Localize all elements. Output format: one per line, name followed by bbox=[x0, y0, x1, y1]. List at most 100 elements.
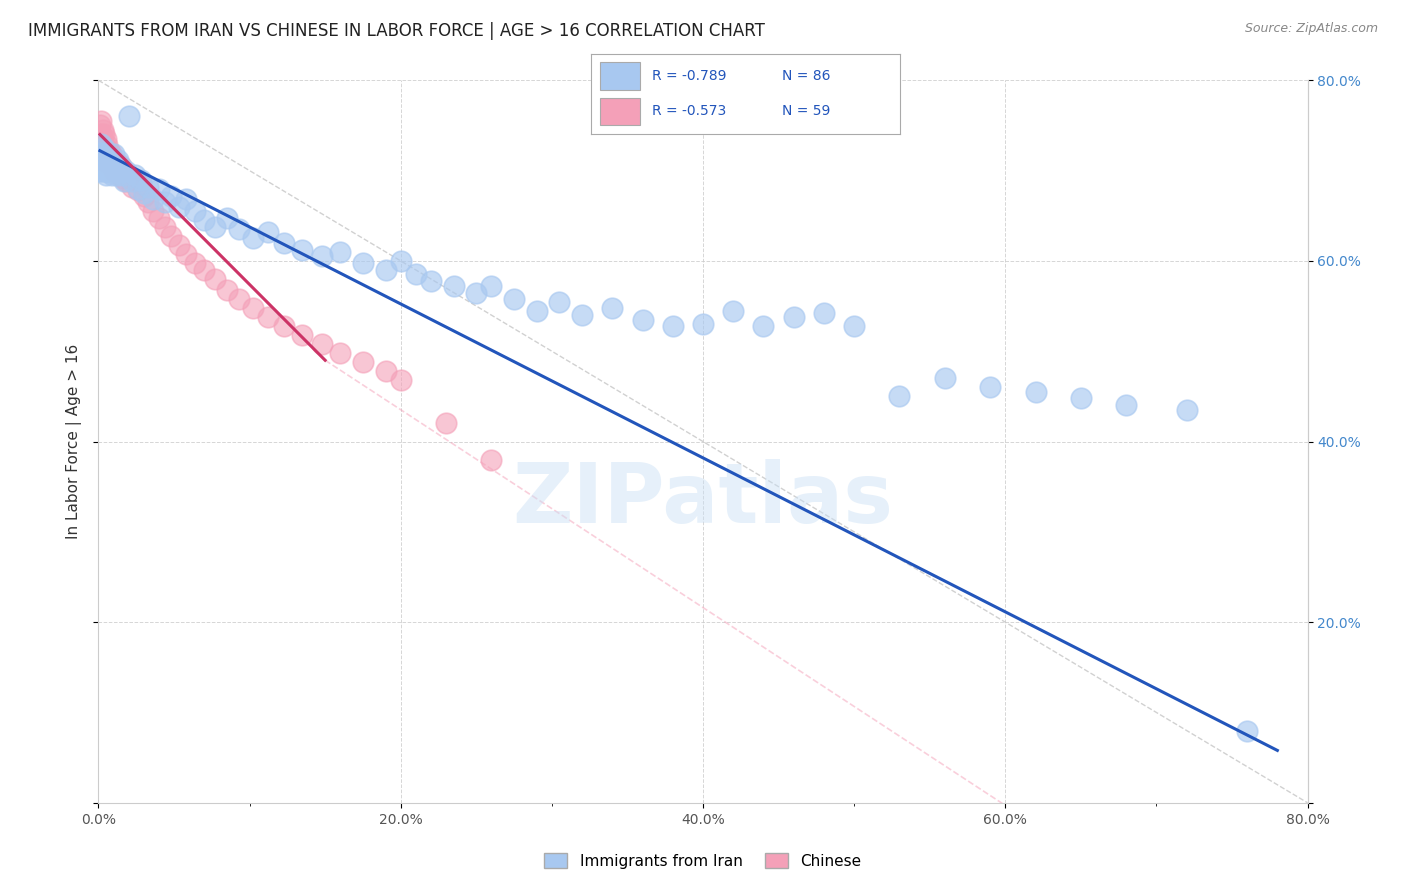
Point bbox=[91, 147, 114, 161]
Point bbox=[160, 228, 183, 243]
Point bbox=[273, 235, 295, 250]
Point bbox=[98, 144, 121, 158]
Point bbox=[93, 159, 115, 173]
Point bbox=[228, 222, 250, 236]
Point bbox=[89, 163, 111, 178]
Point bbox=[136, 195, 159, 210]
Point bbox=[91, 145, 114, 160]
Point bbox=[96, 159, 118, 173]
Y-axis label: In Labor Force | Age > 16: In Labor Force | Age > 16 bbox=[66, 344, 83, 539]
Point bbox=[107, 156, 129, 170]
Point bbox=[256, 225, 278, 239]
Point bbox=[94, 132, 117, 146]
Point bbox=[98, 153, 121, 167]
Point bbox=[311, 249, 333, 263]
Point bbox=[94, 154, 117, 169]
Point bbox=[184, 204, 207, 219]
Point bbox=[193, 263, 215, 277]
Point bbox=[112, 174, 135, 188]
Point bbox=[148, 182, 170, 196]
Point bbox=[503, 292, 526, 306]
Text: Source: ZipAtlas.com: Source: ZipAtlas.com bbox=[1244, 22, 1378, 36]
Point bbox=[90, 128, 112, 142]
Point bbox=[124, 172, 146, 186]
Point bbox=[692, 317, 714, 331]
Point bbox=[100, 150, 122, 164]
Point bbox=[96, 138, 118, 153]
Point bbox=[94, 156, 117, 170]
Point bbox=[1024, 384, 1046, 399]
Point bbox=[352, 256, 374, 270]
Point bbox=[783, 310, 806, 324]
Legend: Immigrants from Iran, Chinese: Immigrants from Iran, Chinese bbox=[538, 847, 868, 875]
Point bbox=[174, 193, 197, 207]
Text: R = -0.573: R = -0.573 bbox=[652, 104, 727, 119]
Point bbox=[548, 294, 571, 309]
Point bbox=[889, 389, 911, 403]
Point bbox=[108, 165, 131, 179]
Point bbox=[105, 168, 128, 182]
Point bbox=[103, 147, 125, 161]
Point bbox=[329, 346, 352, 360]
Point bbox=[111, 170, 134, 185]
Point bbox=[108, 168, 131, 182]
Point bbox=[114, 174, 136, 188]
Point bbox=[121, 179, 143, 194]
Point bbox=[105, 165, 128, 179]
Point bbox=[204, 219, 226, 234]
Point bbox=[242, 231, 264, 245]
Bar bbox=[600, 98, 640, 125]
Point bbox=[129, 177, 152, 191]
Point bbox=[631, 312, 654, 326]
Point bbox=[228, 292, 250, 306]
Point bbox=[1236, 723, 1258, 738]
Point bbox=[103, 163, 125, 178]
Point bbox=[104, 159, 127, 173]
Point bbox=[844, 318, 866, 333]
Point bbox=[311, 337, 333, 351]
Point bbox=[167, 200, 190, 214]
Point bbox=[93, 128, 115, 142]
Point bbox=[136, 179, 159, 194]
Point bbox=[89, 119, 111, 133]
Text: R = -0.789: R = -0.789 bbox=[652, 69, 727, 83]
Point bbox=[153, 195, 176, 210]
Point bbox=[389, 373, 412, 387]
Point bbox=[90, 136, 112, 151]
Point bbox=[91, 150, 114, 164]
Point bbox=[405, 268, 427, 282]
Point bbox=[142, 193, 165, 207]
Text: N = 59: N = 59 bbox=[782, 104, 831, 119]
Bar bbox=[600, 62, 640, 90]
Point bbox=[1175, 403, 1198, 417]
Point bbox=[124, 168, 146, 182]
Point bbox=[100, 156, 122, 170]
Point bbox=[118, 109, 141, 123]
Point bbox=[89, 145, 111, 160]
Point bbox=[98, 150, 121, 164]
Point bbox=[104, 154, 127, 169]
Point bbox=[204, 272, 226, 286]
Point bbox=[291, 243, 314, 257]
Point bbox=[291, 328, 314, 343]
Point bbox=[90, 154, 112, 169]
Point bbox=[273, 318, 295, 333]
Point bbox=[112, 163, 135, 178]
Point bbox=[174, 246, 197, 260]
Point bbox=[94, 141, 117, 155]
Point bbox=[127, 184, 149, 198]
Point bbox=[110, 159, 132, 173]
Point bbox=[329, 244, 352, 259]
Text: IMMIGRANTS FROM IRAN VS CHINESE IN LABOR FORCE | AGE > 16 CORRELATION CHART: IMMIGRANTS FROM IRAN VS CHINESE IN LABOR… bbox=[28, 22, 765, 40]
Point bbox=[215, 211, 238, 225]
Point bbox=[91, 132, 114, 146]
Point bbox=[101, 153, 124, 167]
Point bbox=[93, 138, 115, 153]
Point bbox=[93, 154, 115, 169]
Point bbox=[129, 172, 152, 186]
Point bbox=[96, 147, 118, 161]
Point bbox=[107, 153, 129, 167]
Point bbox=[111, 168, 134, 182]
Point bbox=[752, 318, 775, 333]
Point bbox=[184, 256, 207, 270]
